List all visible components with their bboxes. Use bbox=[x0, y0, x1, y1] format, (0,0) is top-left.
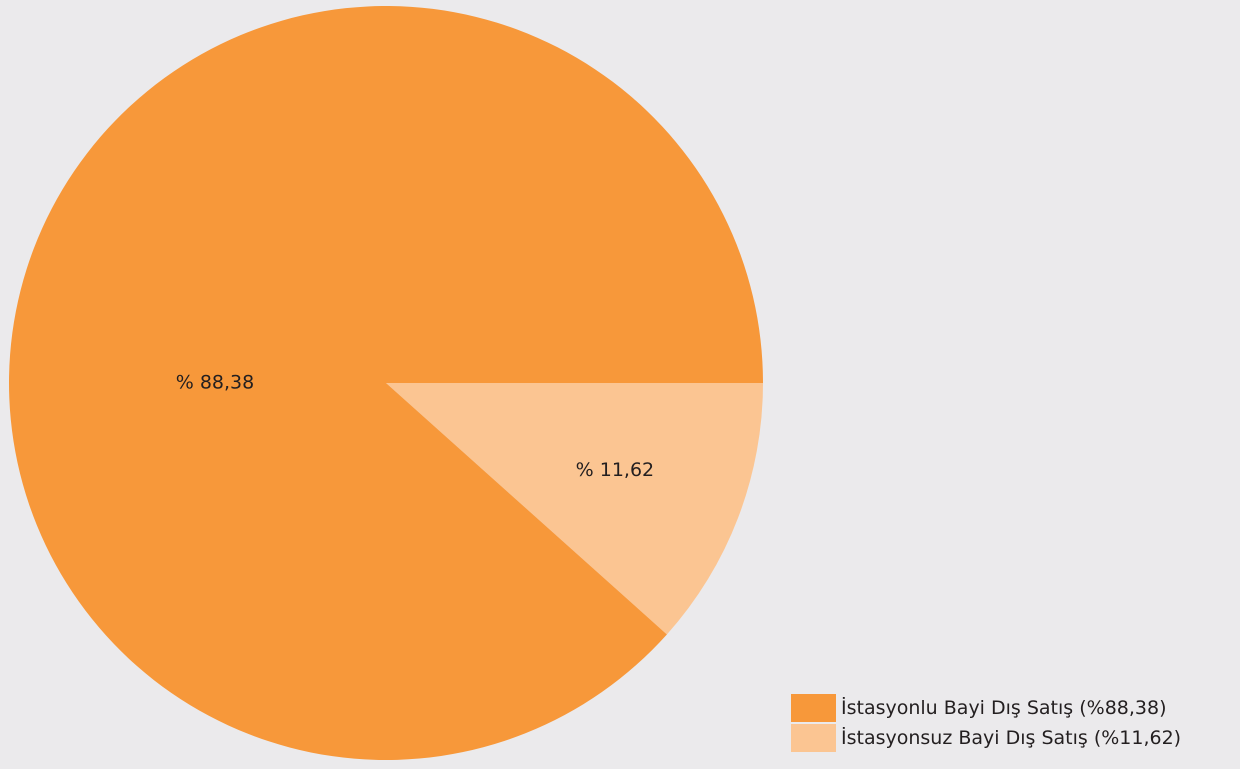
legend-swatch-istasyonlu bbox=[791, 694, 836, 722]
pie-slice-istasyonlu bbox=[8, 5, 763, 761]
legend-item-istasyonlu: İstasyonlu Bayi Dış Satış (%88,38) bbox=[791, 693, 1181, 723]
pie-slices bbox=[8, 5, 763, 761]
pie-slice-istasyonsuz bbox=[386, 383, 763, 635]
legend-item-istasyonsuz: İstasyonsuz Bayi Dış Satış (%11,62) bbox=[791, 723, 1181, 753]
pie-slice-label-istasyonlu: % 88,38 bbox=[176, 372, 255, 394]
pie-slice-labels: % 11,62 % 88,38 bbox=[176, 372, 654, 481]
legend: İstasyonlu Bayi Dış Satış (%88,38) İstas… bbox=[791, 693, 1181, 753]
pie-slice-label-istasyonsuz: % 11,62 bbox=[576, 459, 655, 481]
legend-label-istasyonlu: İstasyonlu Bayi Dış Satış (%88,38) bbox=[841, 697, 1167, 719]
legend-swatch-istasyonsuz bbox=[791, 724, 836, 752]
legend-label-istasyonsuz: İstasyonsuz Bayi Dış Satış (%11,62) bbox=[841, 727, 1182, 749]
